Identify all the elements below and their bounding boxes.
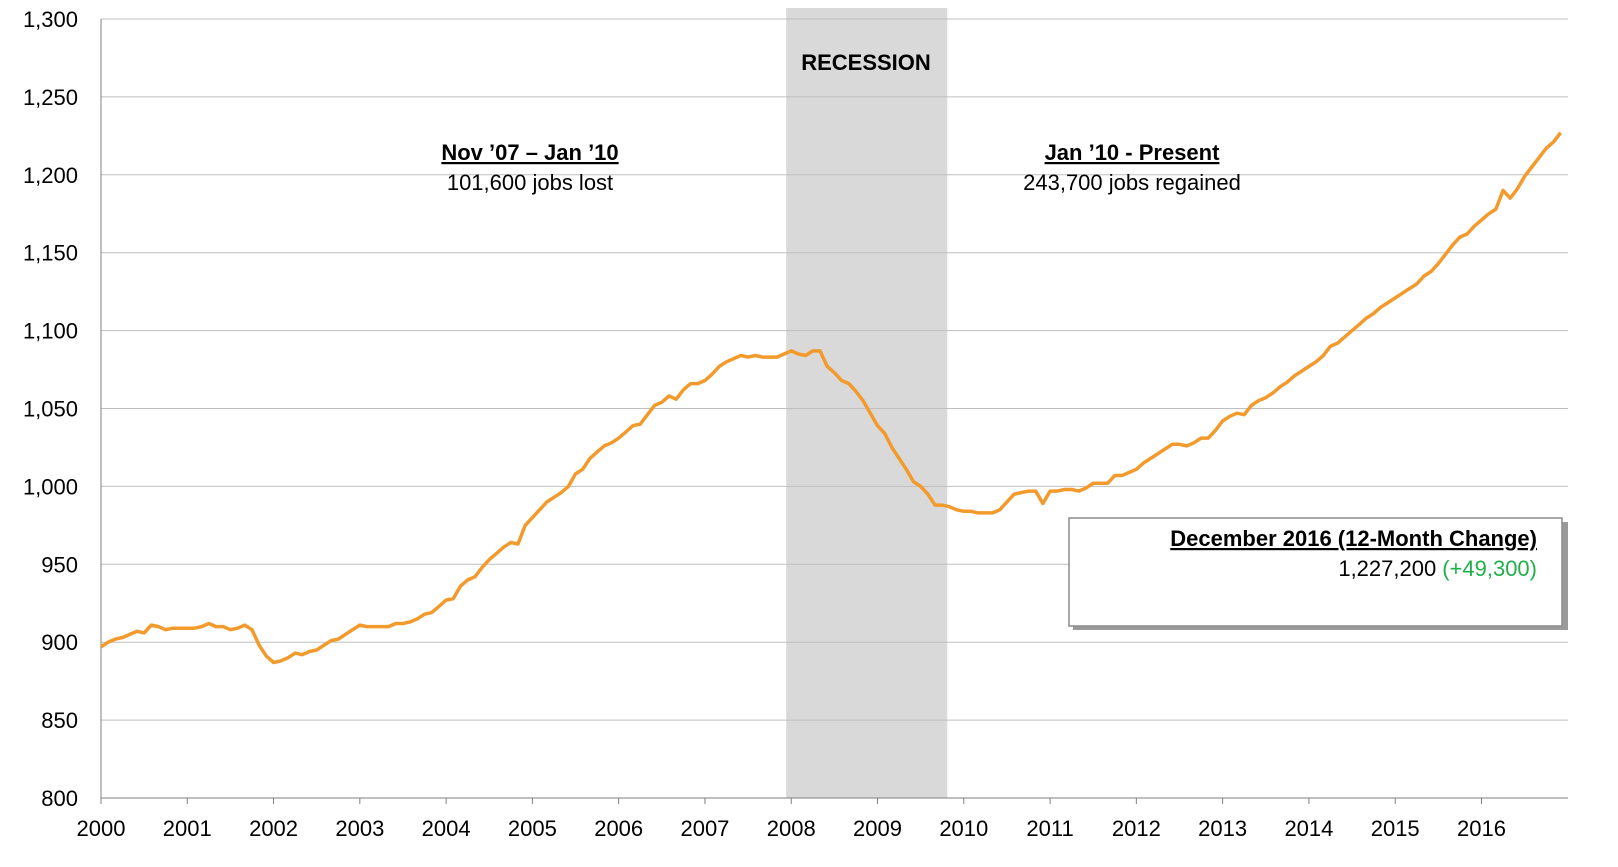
x-tick-label: 2016	[1457, 816, 1506, 841]
x-tick-label: 2007	[680, 816, 729, 841]
background-layer	[101, 8, 1568, 799]
x-tick-label: 2010	[939, 816, 988, 841]
callout-value: 1,227,200 (+49,300)	[1338, 556, 1537, 581]
x-tick-label: 2013	[1198, 816, 1247, 841]
y-tick-label: 1,300	[23, 7, 78, 32]
annotation-text: 243,700 jobs regained	[1023, 170, 1241, 195]
x-tick-label: 2012	[1112, 816, 1161, 841]
x-tick-label: 2014	[1284, 816, 1333, 841]
y-tick-label: 1,250	[23, 85, 78, 110]
x-tick-label: 2004	[422, 816, 471, 841]
x-tick-label: 2001	[163, 816, 212, 841]
annotation-text: 101,600 jobs lost	[447, 170, 613, 195]
y-tick-label: 950	[41, 552, 78, 577]
x-tick-label: 2003	[335, 816, 384, 841]
y-tick-label: 1,150	[23, 241, 78, 266]
band-label: RECESSION	[801, 50, 931, 75]
y-tick-label: 1,200	[23, 163, 78, 188]
y-tick-label: 800	[41, 786, 78, 811]
callout-title: December 2016 (12-Month Change)	[1170, 526, 1537, 551]
x-tick-label: 2005	[508, 816, 557, 841]
x-tick-label: 2009	[853, 816, 902, 841]
data-line	[100, 131, 1562, 665]
shaded-band	[786, 8, 948, 798]
x-tick-label: 2011	[1026, 816, 1073, 841]
callout-change: (+49,300)	[1442, 556, 1537, 581]
annotation-title: Nov ’07 – Jan ’10	[441, 140, 618, 165]
y-tick-label: 1,000	[23, 474, 78, 499]
x-tick-label: 2008	[767, 816, 816, 841]
y-tick-label: 900	[41, 630, 78, 655]
annotation-title: Jan ’10 - Present	[1045, 140, 1221, 165]
x-tick-label: 2002	[249, 816, 298, 841]
x-tick-label: 2006	[594, 816, 643, 841]
callout-box	[1068, 517, 1563, 627]
x-tick-label: 2015	[1371, 816, 1420, 841]
x-tick-label: 2000	[77, 816, 126, 841]
y-tick-label: 1,050	[23, 397, 78, 422]
y-tick-label: 1,100	[23, 319, 78, 344]
y-tick-label: 850	[41, 708, 78, 733]
callout-number: 1,227,200	[1338, 556, 1436, 581]
